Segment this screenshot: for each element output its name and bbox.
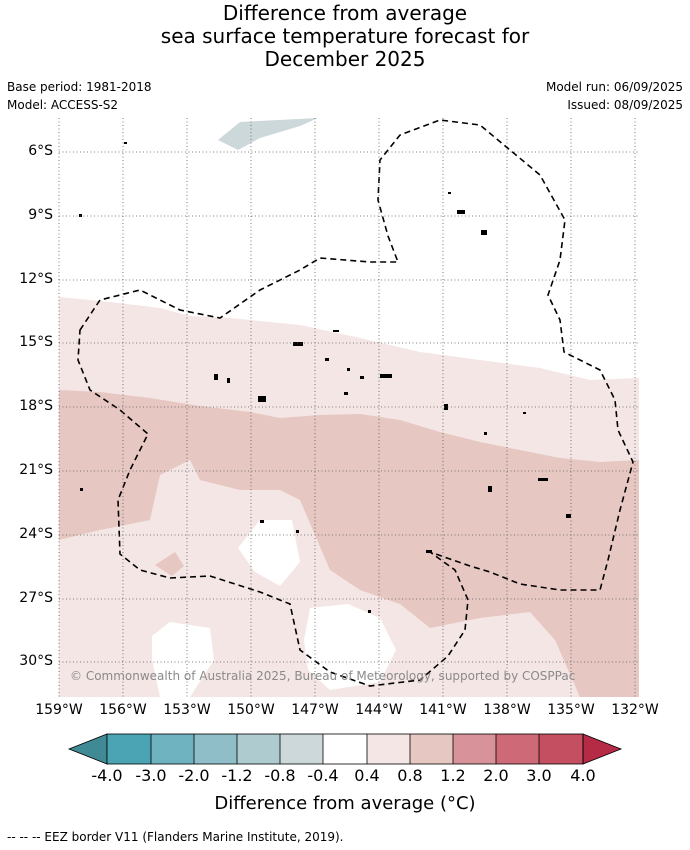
lat-label: 9°S bbox=[28, 207, 53, 223]
map-area bbox=[58, 118, 639, 697]
colorbar-tick: 4.0 bbox=[570, 766, 596, 785]
eez-border bbox=[77, 119, 634, 687]
lat-label: 24°S bbox=[19, 526, 53, 542]
colorbar-tick: 1.2 bbox=[440, 766, 466, 785]
lon-label: 150°W bbox=[227, 702, 275, 718]
lat-label: 6°S bbox=[28, 143, 53, 159]
anomaly-band-0.8-1.2 bbox=[59, 390, 639, 697]
model-run: Model run: 06/09/2025 bbox=[545, 80, 683, 94]
chart-title: Difference from average sea surface temp… bbox=[0, 2, 690, 71]
colorbar-seg bbox=[367, 734, 410, 764]
neutral-pocket-2 bbox=[304, 604, 396, 690]
neutral-pocket-1 bbox=[238, 520, 300, 586]
colorbar-tick: 0.4 bbox=[354, 766, 380, 785]
cool-patch bbox=[218, 118, 318, 150]
lon-label: 159°W bbox=[35, 702, 83, 718]
colorbar-seg bbox=[107, 734, 151, 764]
neutral-pocket-3 bbox=[152, 622, 214, 697]
lon-label: 138°W bbox=[483, 702, 531, 718]
colorbar-seg bbox=[194, 734, 237, 764]
colorbar-seg bbox=[453, 734, 496, 764]
lat-label: 18°S bbox=[19, 398, 53, 414]
copyright-notice: © Commonwealth of Australia 2025, Bureau… bbox=[70, 669, 576, 683]
issued-date: Issued: 08/09/2025 bbox=[567, 98, 683, 112]
colorbar-seg bbox=[410, 734, 453, 764]
colorbar-seg bbox=[280, 734, 323, 764]
meta-right: Model run: 06/09/2025 Issued: 08/09/2025 bbox=[546, 78, 683, 114]
lon-label: 141°W bbox=[419, 702, 467, 718]
lon-label: 153°W bbox=[163, 702, 211, 718]
colorbar-title: Difference from average (°C) bbox=[214, 793, 476, 814]
lon-label: 147°W bbox=[291, 702, 339, 718]
colorbar-tick: -2.0 bbox=[178, 766, 210, 785]
colorbar-extend-right bbox=[582, 733, 623, 765]
graticule bbox=[58, 118, 639, 697]
colorbar-seg bbox=[323, 734, 367, 764]
base-period: Base period: 1981-2018 bbox=[7, 80, 152, 94]
colorbar-tick: 0.8 bbox=[397, 766, 423, 785]
colorbar-tick: 2.0 bbox=[483, 766, 509, 785]
lat-label: 27°S bbox=[19, 590, 53, 606]
colorbar-tick: 3.0 bbox=[526, 766, 552, 785]
colorbar-extend-left bbox=[67, 733, 108, 765]
lat-label: 21°S bbox=[19, 462, 53, 478]
colorbar-tick: -0.8 bbox=[264, 766, 296, 785]
lon-label: 144°W bbox=[355, 702, 403, 718]
model-name: Model: ACCESS-S2 bbox=[7, 98, 119, 112]
anomaly-patch bbox=[155, 552, 184, 576]
lon-label: 135°W bbox=[547, 702, 595, 718]
title-line-3: December 2025 bbox=[264, 47, 426, 71]
islands bbox=[79, 142, 571, 613]
lat-label: 30°S bbox=[19, 653, 53, 669]
colorbar-tick: -3.0 bbox=[135, 766, 167, 785]
colorbar-seg bbox=[151, 734, 194, 764]
lat-label: 12°S bbox=[19, 271, 53, 287]
lon-label: 132°W bbox=[611, 702, 659, 718]
eez-legend: -- -- -- EEZ border V11 (Flanders Marine… bbox=[7, 830, 344, 844]
colorbar-seg bbox=[496, 734, 539, 764]
lon-label: 156°W bbox=[99, 702, 147, 718]
lat-label: 15°S bbox=[19, 334, 53, 350]
colorbar-tick: -0.4 bbox=[307, 766, 339, 785]
title-line-2: sea surface temperature forecast for bbox=[160, 24, 530, 48]
colorbar-tick: -1.2 bbox=[221, 766, 253, 785]
colorbar bbox=[67, 733, 623, 765]
colorbar-seg bbox=[539, 734, 583, 764]
colorbar-seg bbox=[237, 734, 280, 764]
colorbar-tick: -4.0 bbox=[91, 766, 123, 785]
title-line-1: Difference from average bbox=[222, 1, 468, 25]
meta-left: Base period: 1981-2018 Model: ACCESS-S2 bbox=[7, 78, 152, 114]
